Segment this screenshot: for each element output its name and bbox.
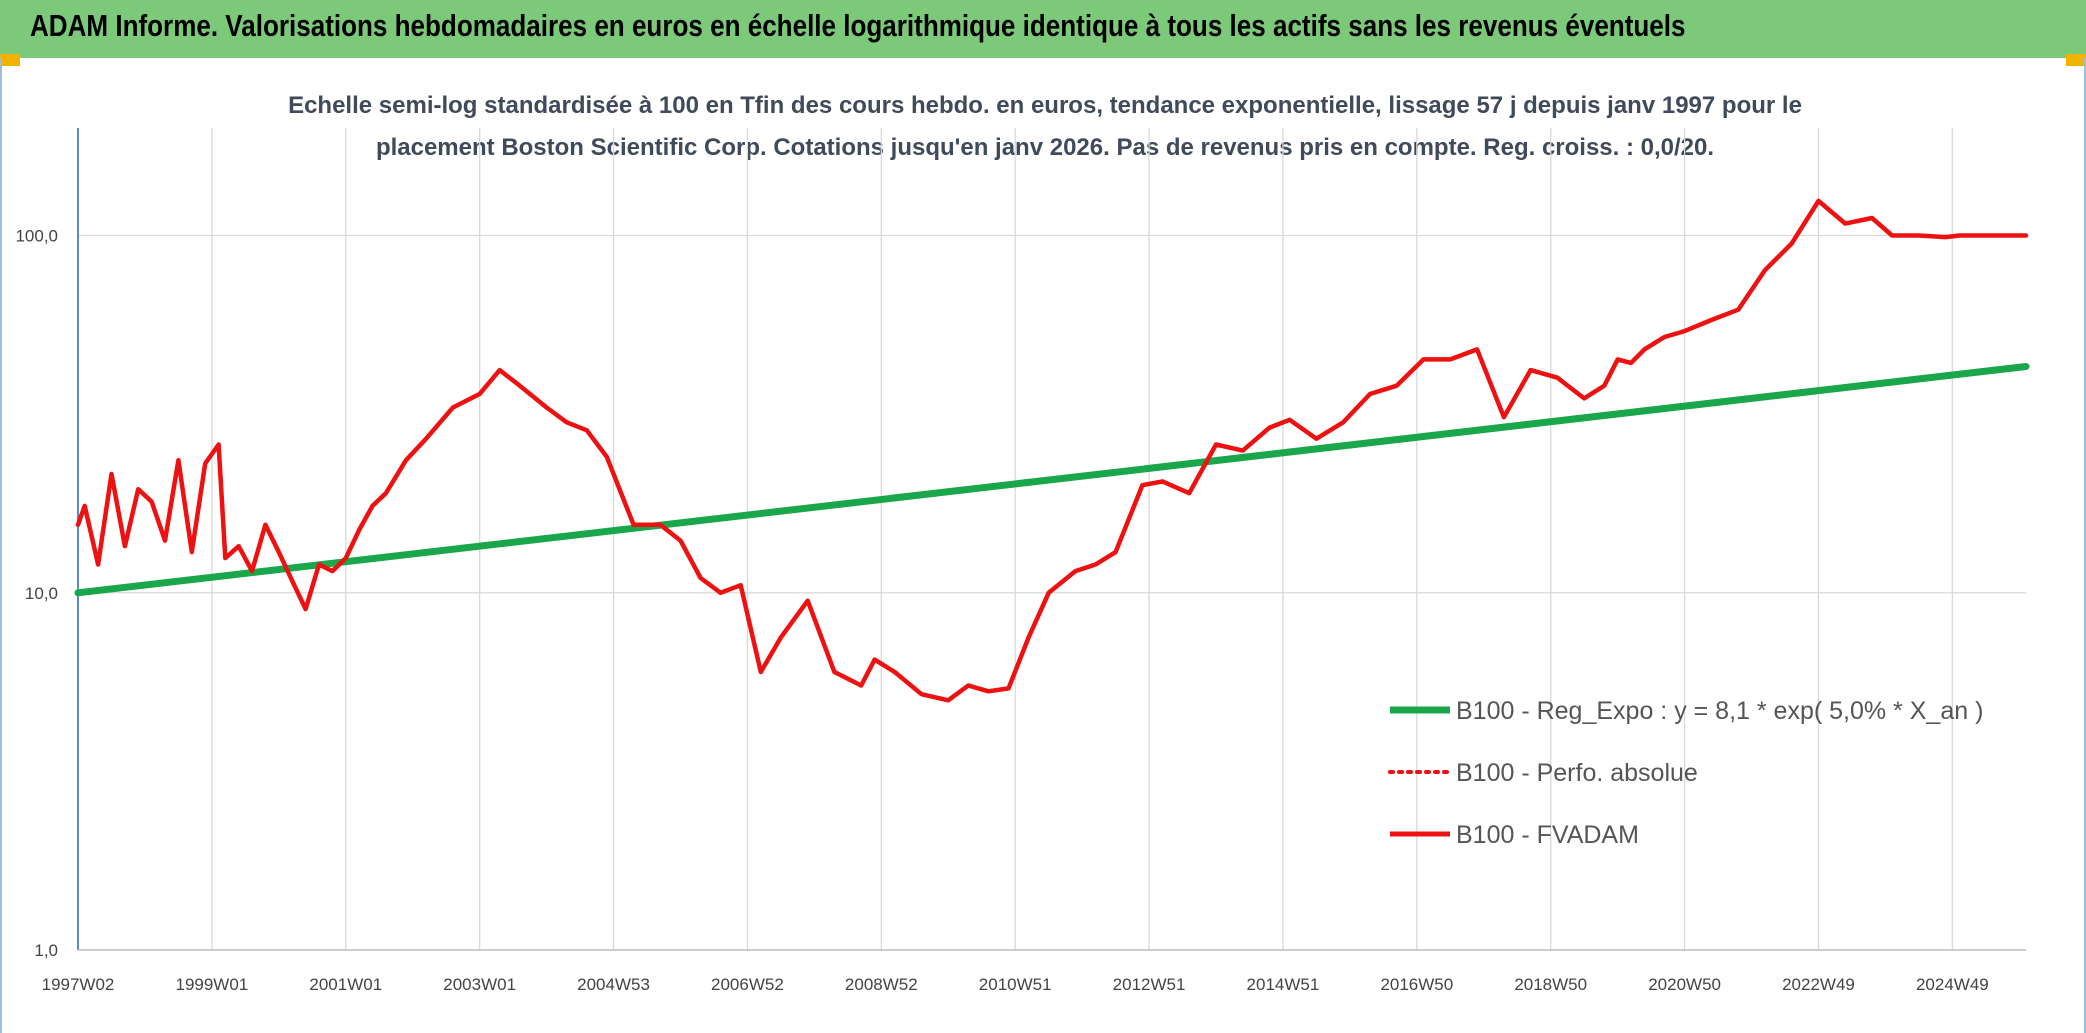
- series-layer: [74, 198, 2030, 703]
- chart-title-line-1: Echelle semi-log standardisée à 100 en T…: [288, 92, 1802, 119]
- corner-mark-left: [0, 54, 20, 66]
- x-tick-label: 2020W50: [1648, 975, 1721, 994]
- page-title: ADAM Informe. Valorisations hebdomadaire…: [30, 8, 1686, 43]
- x-tick-label: 2004W53: [577, 975, 650, 994]
- x-tick-label: 2012W51: [1113, 975, 1186, 994]
- corner-mark-right: [2066, 54, 2086, 66]
- x-tick-label: 2006W52: [711, 975, 784, 994]
- y-tick-label: 10,0: [25, 584, 58, 603]
- legend-label: B100 - FVADAM: [1456, 821, 1639, 849]
- x-tick-label: 2001W01: [309, 975, 382, 994]
- x-tick-label: 2022W49: [1782, 975, 1855, 994]
- x-tick-label: 2024W49: [1916, 975, 1989, 994]
- x-tick-label: 2014W51: [1247, 975, 1320, 994]
- header-banner: [0, 0, 2086, 58]
- tick-labels: 1997W02 1999W01 2001W01 2003W01 2004W53 2006W…: [15, 227, 1988, 994]
- x-tick-label: 2008W52: [845, 975, 918, 994]
- x-tick-label: 1997W02: [42, 975, 115, 994]
- chart-title-line-2: placement Boston Scientific Corp. Cotati…: [375, 134, 1715, 161]
- chart-frame: [0, 58, 2086, 1033]
- legend-label: B100 - Perfo. absolue: [1456, 759, 1698, 787]
- series-line-fvadam: [75, 198, 2029, 703]
- y-tick-label: 1,0: [34, 941, 58, 960]
- legend-label: B100 - Reg_Expo : y = 8,1 * exp( 5,0% * …: [1456, 697, 1983, 725]
- x-tick-label: 2003W01: [443, 975, 516, 994]
- grid-lines: [77, 128, 2026, 951]
- x-tick-label: 1999W01: [175, 975, 248, 994]
- series-line-reg-expo: [74, 363, 2030, 597]
- x-tick-label: 2010W51: [979, 975, 1052, 994]
- x-tick-label: 2018W50: [1514, 975, 1587, 994]
- legend: B100 - Reg_Expo : y = 8,1 * exp( 5,0% * …: [1388, 697, 1983, 849]
- y-tick-label: 100,0: [15, 227, 58, 246]
- axes: [77, 128, 2026, 951]
- x-tick-label: 2016W50: [1380, 975, 1453, 994]
